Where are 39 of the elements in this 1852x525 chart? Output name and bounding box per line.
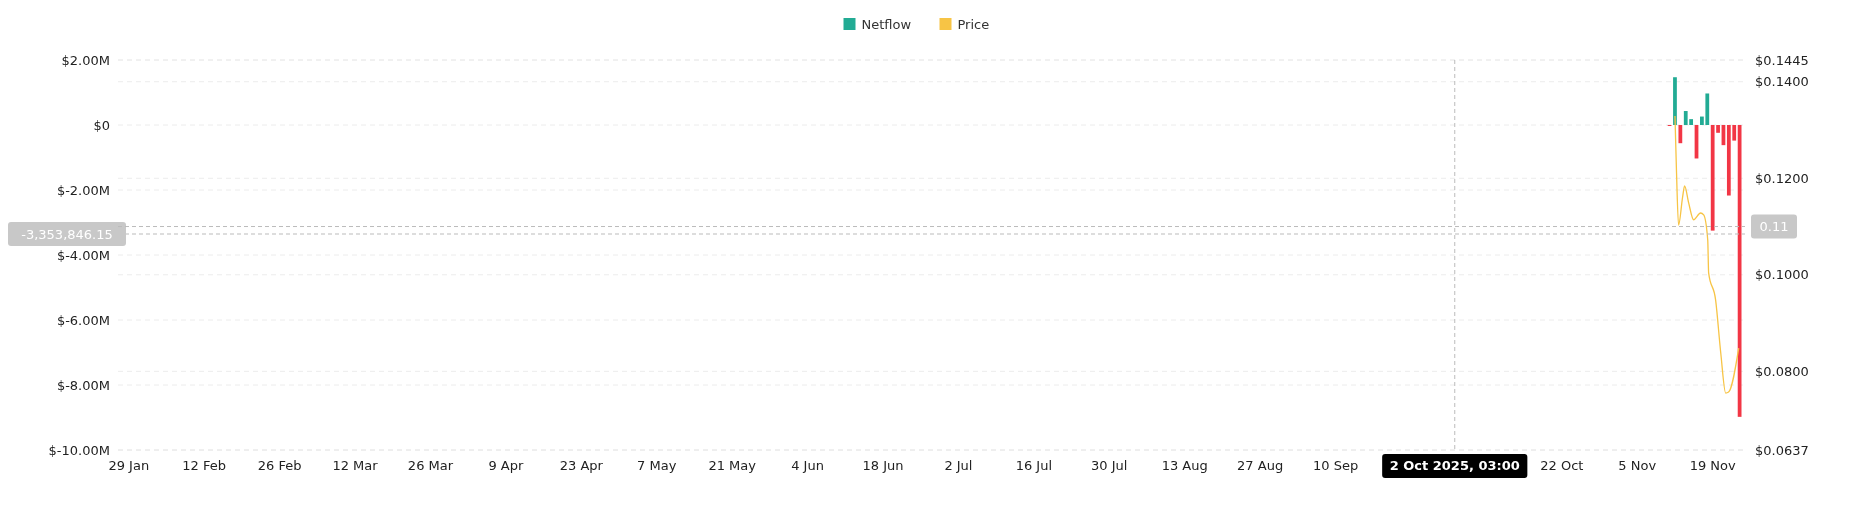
legend-label: Netflow (861, 16, 912, 32)
y2-tick-label: $0.1445 (1755, 52, 1809, 68)
x-tick-label: 26 Mar (407, 458, 454, 473)
y2-tick-label: $0.1200 (1755, 170, 1809, 186)
y-tick-label: $-10.00M (48, 442, 110, 458)
x-tick-label: 12 Feb (182, 458, 227, 473)
y-tick-label: $-8.00M (56, 377, 110, 393)
x-tick-label: 22 Oct (1540, 458, 1584, 473)
y-tick-label: $-2.00M (56, 182, 110, 198)
bar (1673, 77, 1677, 125)
y2-tick-label: $0.1400 (1755, 74, 1809, 90)
y2-tick-label: $0.0637 (1755, 442, 1809, 458)
x-tick-label: 7 May (637, 458, 677, 473)
y-tick-label: $-6.00M (56, 312, 110, 328)
x-tick-label: 27 Aug (1237, 458, 1284, 473)
x-tick-label: 12 Mar (332, 458, 379, 473)
y-tick-label: $-4.00M (56, 247, 110, 263)
x-tick-label: 29 Jan (108, 458, 150, 473)
x-tick-label: 21 May (708, 458, 757, 473)
x-tick-label: 19 Nov (1689, 458, 1736, 473)
y2-tick-label: $0.1000 (1755, 267, 1809, 283)
x-tick-label: 18 Jun (862, 458, 904, 473)
x-tick-label: 26 Feb (257, 458, 302, 473)
x-tick-label: 5 Nov (1618, 458, 1657, 473)
y2-tick-label: $0.0800 (1755, 363, 1809, 379)
legend-label: Price (957, 16, 990, 32)
x-tick-label: 2 Jul (944, 458, 973, 473)
x-tick-label: 30 Jul (1091, 458, 1128, 473)
x-tick-label: 23 Apr (559, 458, 604, 473)
ref-line-label: 2 Oct 2025, 03:00 (1389, 458, 1520, 473)
y-tick-label: $0 (93, 117, 110, 133)
x-tick-label: 16 Jul (1015, 458, 1053, 473)
x-tick-label: 9 Apr (488, 458, 524, 473)
bar (1678, 125, 1683, 144)
line-series (1674, 115, 1740, 394)
x-tick-label: 4 Jun (791, 458, 824, 473)
x-tick-label: 10 Sep (1312, 458, 1359, 473)
x-tick-label: 13 Aug (1161, 458, 1208, 473)
y-tick-label: $2.00M (61, 52, 110, 68)
